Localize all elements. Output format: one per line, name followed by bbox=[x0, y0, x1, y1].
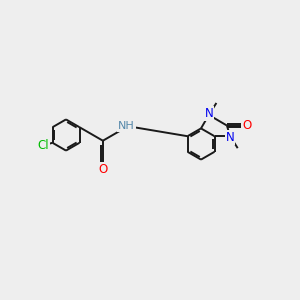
Text: O: O bbox=[242, 119, 252, 132]
Text: Cl: Cl bbox=[37, 139, 49, 152]
Text: N: N bbox=[226, 131, 235, 144]
Text: O: O bbox=[98, 163, 107, 176]
Text: NH: NH bbox=[118, 121, 135, 131]
Text: N: N bbox=[204, 107, 213, 120]
